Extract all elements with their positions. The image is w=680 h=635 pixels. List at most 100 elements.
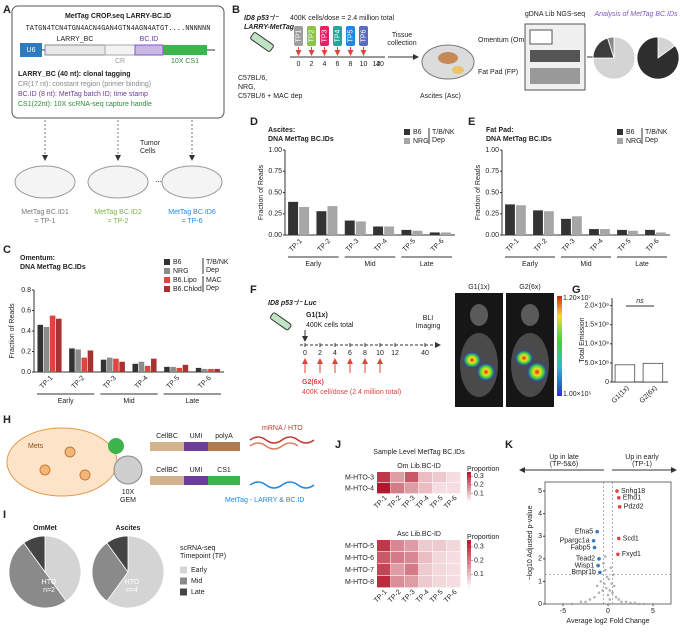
syringe [269,312,292,331]
legend-label: B6 [173,259,182,266]
heat-cell [433,540,447,552]
id-label: = TP-2 [107,218,128,225]
signal [477,363,495,381]
tube-label: TP3 [321,29,328,42]
cell-line: LARRY-MetTag [244,24,295,31]
bar [176,367,183,372]
tube-label: TP6 [360,29,367,42]
col-label: TP-2 [387,495,403,511]
y-tick-label: 0 [605,379,609,386]
legend-label: Early [191,567,207,574]
tumor-label: Tumor [140,140,161,147]
center-label: n=4 [126,587,138,594]
organ: Fat Pad (FP) [478,69,518,76]
gene-point [598,570,602,575]
segment-label: UMI [190,467,203,474]
heat-cell [391,552,405,564]
legend-swatch [404,129,410,135]
bar [144,365,151,372]
bar [645,229,655,235]
day-label: 2 [318,350,322,357]
legend-swatch [180,588,187,596]
point [604,555,607,558]
colorbar-label: Proportion [467,534,499,541]
colorbar-step [467,487,471,490]
tube [294,26,303,46]
y-tick-label: 0.75 [485,168,499,175]
bar [75,349,81,372]
legend-note: Dep [645,137,658,144]
bar [401,229,412,235]
bar [327,206,338,235]
analysis: Analysis of MetTag BC.IDs [594,11,678,18]
group-label: Mid [364,261,375,268]
point [604,568,607,572]
panel-letter: E [468,116,475,128]
row-label: M-HTO-4 [345,485,374,492]
colorbar-step [467,540,471,545]
heat-cell [405,552,419,564]
gene-label: Scd1 [623,535,639,542]
panel-letter: H [3,414,11,426]
row-label: M-HTO-6 [345,555,374,562]
tube-label: TP1 [295,29,302,42]
panel-h: Mets 10X GEM CellBC UMI polyA CellBC UMI… [6,425,315,504]
pie-slice [636,36,680,80]
cs1-label: 10X CS1 [171,58,199,65]
col-label: TP-5 [429,589,445,605]
y-tick-label: 0.25 [268,211,282,218]
panel-letter: K [505,439,513,451]
tube [320,26,329,46]
chart-title: DNA MetTag BC.IDs [20,264,86,271]
x-tick-label: TP-6 [645,238,661,254]
heat-cell [419,552,433,564]
id-label: = TP-6 [181,218,202,225]
colorbar-step [467,477,471,480]
x-tick-label: TP-6 [197,375,213,391]
col-label: TP-4 [415,495,431,511]
gene-label: Bmpr1b [571,569,596,576]
heat-cell [391,483,405,494]
tube [359,26,368,46]
legend-swatch [164,259,170,265]
y-tick-label: 0.00 [268,232,282,239]
bar [384,226,395,235]
heat-cell [447,472,461,483]
y-tick-label: 3 [538,533,542,540]
header: Up in early [625,454,659,461]
image-label: G1(1x) [468,284,489,291]
gene-point [617,536,621,541]
legend-swatch [617,129,623,135]
heat-cell [433,576,447,588]
tube [307,26,316,46]
mets-label: Mets [28,443,44,450]
col-label: TP-3 [401,589,417,605]
point [588,598,592,601]
x-tick-label: TP-2 [317,238,333,254]
x-tick-label: TP-2 [533,238,549,254]
gene-label: Snhg18 [621,488,645,495]
legend-note: Dep [206,267,219,274]
imaging: Imaging [416,323,441,330]
colorbar-step [467,580,471,585]
point [608,589,612,592]
cr-label: CR [115,58,125,65]
bar [505,204,515,235]
x-axis-label: Average log2 Fold Change [566,618,649,625]
id-label: = TP-1 [34,218,55,225]
x-tick-label: G1(1x) [611,385,631,405]
day-label: 8 [349,61,353,68]
pie-slice [607,36,615,59]
gene-point [617,505,622,509]
mets-region [6,427,118,497]
col-label: TP-2 [387,589,403,605]
heat-cell [405,564,419,576]
legend-swatch [404,138,410,144]
colorbar-tick-label: 0.2 [474,482,484,489]
cs1-box [163,45,207,55]
legend-label: B6.Chlod [173,286,202,293]
chart-title: DNA MetTag BC.IDs [268,136,334,143]
legend-swatch [164,277,170,283]
legend-label: NRG [413,138,429,145]
y-tick-label: 4 [538,510,542,517]
